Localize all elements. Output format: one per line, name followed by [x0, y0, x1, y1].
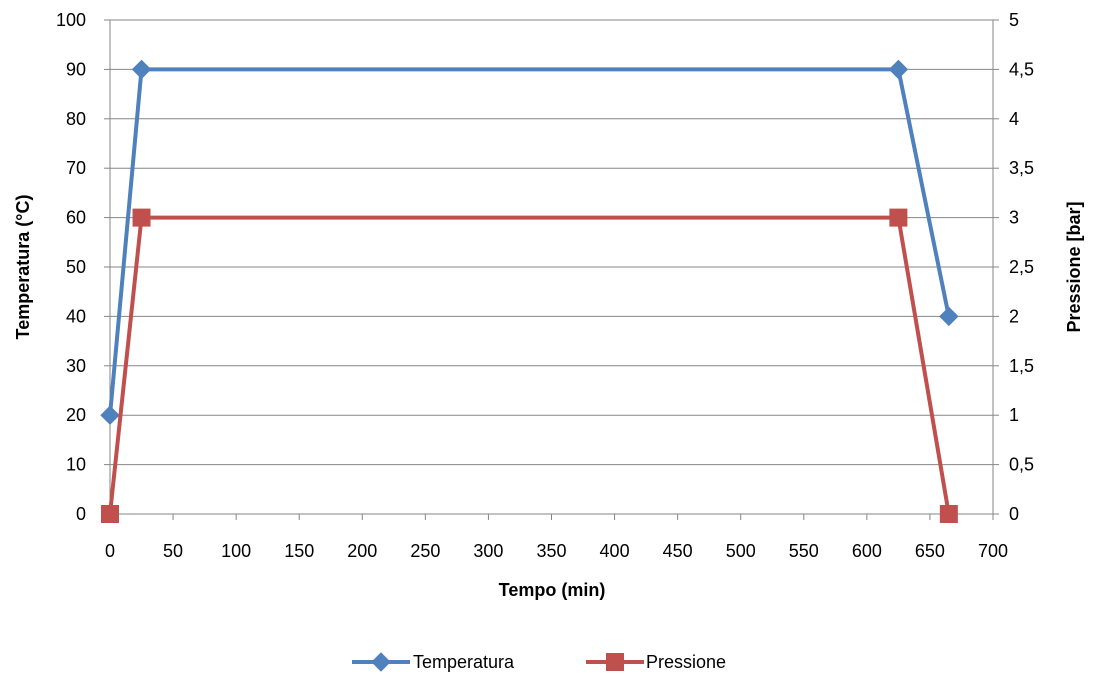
series-layer	[100, 59, 959, 523]
data-point-pressione	[101, 505, 119, 523]
y2-tick-label: 5	[1009, 10, 1019, 30]
diamond-marker-icon	[371, 652, 391, 672]
gridlines	[110, 19, 993, 466]
x-tick-label: 450	[663, 541, 693, 561]
x-tick-label: 400	[600, 541, 630, 561]
y2-tick-label: 2	[1009, 306, 1019, 326]
y-tick-label: 10	[66, 455, 86, 475]
x-tick-label: 700	[978, 541, 1008, 561]
y2-tick-label: 3,5	[1009, 158, 1034, 178]
legend-item-pressione: Pressione	[586, 652, 726, 672]
legend-label-temperatura: Temperatura	[413, 652, 515, 672]
legend-item-temperatura: Temperatura	[352, 652, 515, 672]
y2-tick-label: 0,5	[1009, 455, 1034, 475]
data-point-pressione	[132, 208, 151, 227]
y-axis-title-left: Temperatura (°C)	[13, 195, 33, 340]
square-marker-icon	[606, 653, 624, 671]
y-tick-label: 40	[66, 306, 86, 326]
y2-tick-label: 1	[1009, 405, 1019, 425]
x-tick-label: 250	[410, 541, 440, 561]
x-tick-label: 200	[347, 541, 377, 561]
data-point-temperatura	[100, 405, 120, 425]
y2-tick-label: 3	[1009, 208, 1019, 228]
y-tick-label: 60	[66, 208, 86, 228]
series-line-temperatura	[108, 67, 951, 416]
y2-tick-label: 4	[1009, 109, 1019, 129]
y-axis-right: 0 0,5 1 1,5 2 2,5 3 3,5 4 4,5 5	[993, 10, 1034, 524]
y-tick-label: 50	[66, 257, 86, 277]
x-tick-label: 350	[536, 541, 566, 561]
y2-tick-label: 2,5	[1009, 257, 1034, 277]
y-tick-label: 70	[66, 158, 86, 178]
x-tick-label: 600	[852, 541, 882, 561]
x-tick-label: 500	[726, 541, 756, 561]
data-point-pressione	[939, 505, 958, 523]
x-axis-title: Tempo (min)	[499, 580, 606, 600]
y-axis-left: 0 10 20 30 40 50 60 70 80 90 100	[56, 10, 110, 524]
y-tick-label: 80	[66, 109, 86, 129]
data-point-temperatura	[131, 59, 152, 80]
x-tick-label: 100	[221, 541, 251, 561]
data-point-temperatura	[888, 59, 909, 80]
x-axis: 0 50 100 150 200 250 300 350 400 450 500 550 600 650 7…	[105, 514, 1008, 561]
data-point-pressione	[889, 208, 908, 227]
data-point-temperatura	[939, 306, 959, 327]
series-line-pressione	[108, 215, 951, 515]
legend-label-pressione: Pressione	[646, 652, 726, 672]
x-tick-label: 50	[163, 541, 183, 561]
y-axis-title-right: Pressione [bar]	[1064, 201, 1084, 332]
x-tick-label: 0	[105, 541, 115, 561]
y2-tick-label: 1,5	[1009, 356, 1034, 376]
x-tick-label: 150	[284, 541, 314, 561]
y2-tick-label: 0	[1009, 504, 1019, 524]
y-tick-label: 100	[56, 10, 86, 30]
y-tick-label: 30	[66, 356, 86, 376]
x-tick-label: 650	[915, 541, 945, 561]
y-tick-label: 90	[66, 59, 86, 79]
y-tick-label: 0	[76, 504, 86, 524]
legend: Temperatura Pressione	[352, 652, 726, 672]
y2-tick-label: 4,5	[1009, 59, 1034, 79]
y-tick-label: 20	[66, 405, 86, 425]
x-tick-label: 300	[473, 541, 503, 561]
x-tick-label: 550	[789, 541, 819, 561]
